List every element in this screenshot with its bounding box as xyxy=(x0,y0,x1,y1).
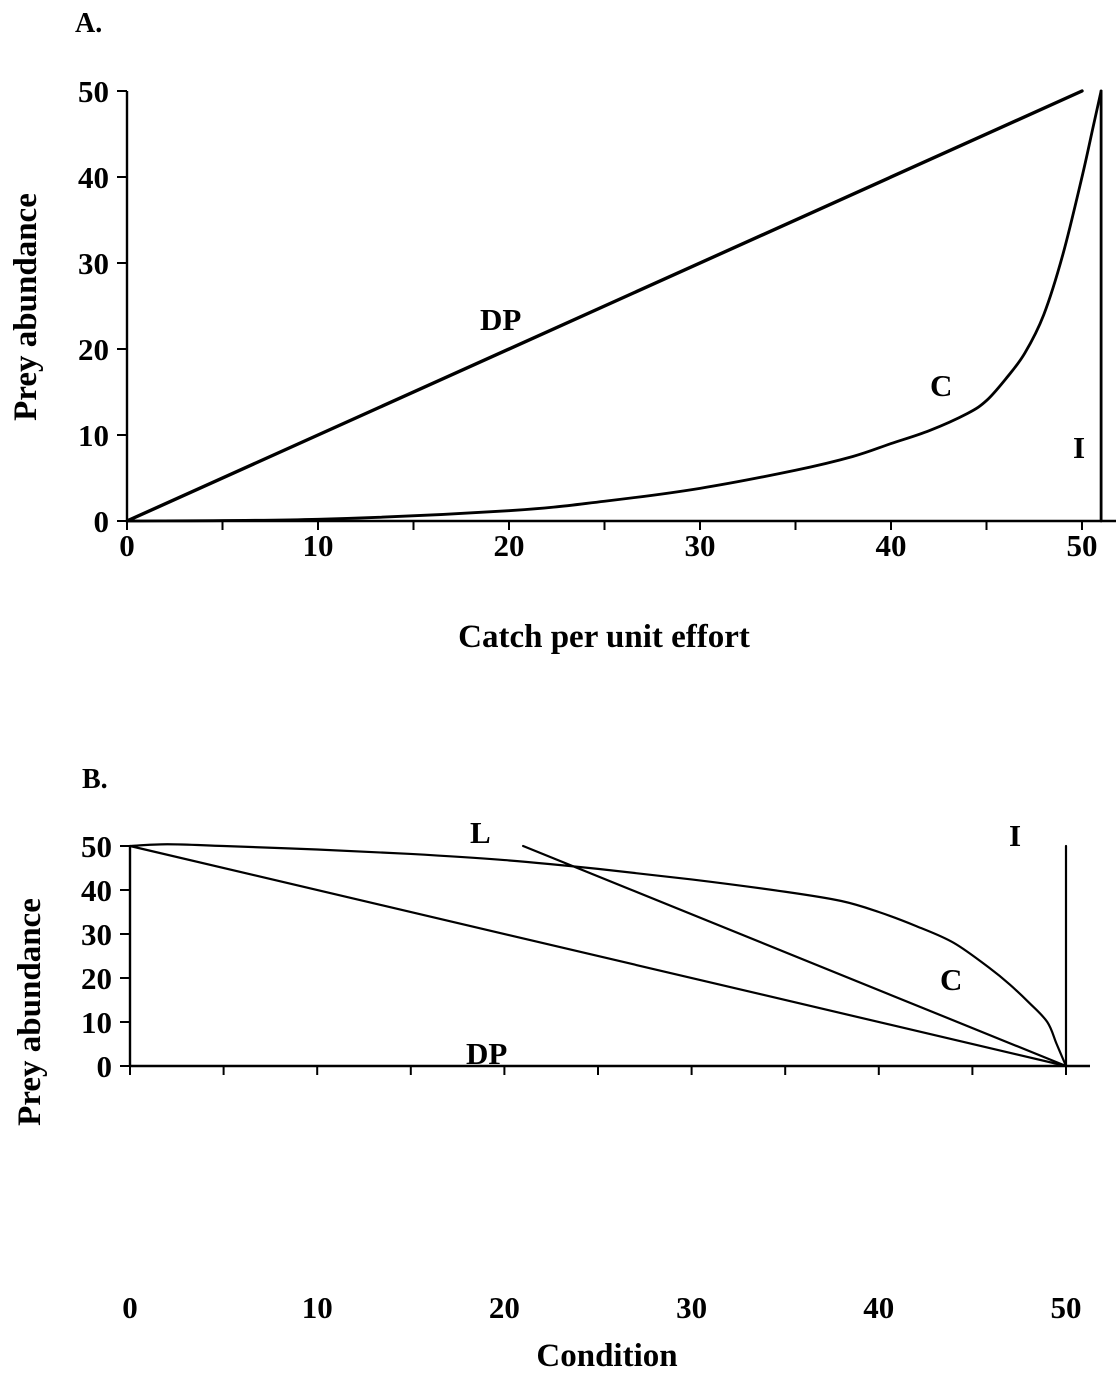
panel-label-b: B. xyxy=(82,764,108,795)
x-tick-label-a: 50 xyxy=(1067,528,1098,563)
series-line-c-a xyxy=(125,89,1103,523)
panel-label-a: A. xyxy=(75,8,102,39)
series-line-dp-a xyxy=(125,89,1084,523)
series-group-b xyxy=(128,843,1068,1068)
x-tick-label-a: 40 xyxy=(876,528,907,563)
y-tick-label-a: 20 xyxy=(78,332,109,367)
series-line-c-b xyxy=(128,843,1068,1068)
axes-b: 0 10 20 30 40 50 0 10 20 30 40 50 xyxy=(81,829,1090,1325)
x-axis-label-a: Catch per unit effort xyxy=(458,619,750,655)
x-tick-label-b: 30 xyxy=(676,1290,707,1325)
y-tick-label-b: 20 xyxy=(81,961,112,996)
series-label-c-b: C xyxy=(940,962,962,997)
x-tick-label-b: 40 xyxy=(863,1290,894,1325)
y-tick-label-b: 40 xyxy=(81,873,112,908)
series-label-l-b: L xyxy=(470,815,491,850)
series-label-dp-a: DP xyxy=(480,302,521,337)
x-axis-label-b: Condition xyxy=(536,1338,677,1374)
x-tick-label-b: 50 xyxy=(1051,1290,1082,1325)
chart-panel-b: B. Prey abundance Condition 010203040500… xyxy=(12,764,1090,1374)
chart-panel-a: A. Prey abundance Catch per unit effort … xyxy=(8,8,1116,655)
x-tick-label-b: 10 xyxy=(302,1290,333,1325)
axes-a: 0 10 20 30 40 50 0 10 20 30 40 50 xyxy=(78,74,1116,563)
series-line-l-b xyxy=(522,844,1068,1068)
series-label-c-a: C xyxy=(930,368,952,403)
x-tick-label-a: 10 xyxy=(303,528,334,563)
y-tick-label-b: 50 xyxy=(81,829,112,864)
y-axis-label-a: Prey abundance xyxy=(8,193,44,421)
y-tick-label-a: 30 xyxy=(78,246,109,281)
series-label-i-b: I xyxy=(1009,818,1021,853)
x-tick-label-a: 30 xyxy=(685,528,716,563)
series-line-dp-b xyxy=(128,844,1068,1068)
y-tick-label-b: 0 xyxy=(97,1049,113,1084)
x-tick-label-b: 20 xyxy=(489,1290,520,1325)
series-label-dp-b: DP xyxy=(466,1036,507,1071)
y-tick-label-b: 30 xyxy=(81,917,112,952)
series-group-a xyxy=(125,89,1103,523)
y-tick-label-a: 10 xyxy=(78,418,109,453)
x-tick-label-b: 0 xyxy=(122,1290,138,1325)
x-tick-label-a: 0 xyxy=(119,528,135,563)
y-axis-label-b: Prey abundance xyxy=(12,898,48,1126)
y-tick-label-a: 0 xyxy=(94,504,110,539)
series-label-i-a: I xyxy=(1073,430,1085,465)
x-tick-label-a: 20 xyxy=(494,528,525,563)
y-tick-label-b: 10 xyxy=(81,1005,112,1040)
y-tick-label-a: 50 xyxy=(78,74,109,109)
y-tick-label-a: 40 xyxy=(78,160,109,195)
